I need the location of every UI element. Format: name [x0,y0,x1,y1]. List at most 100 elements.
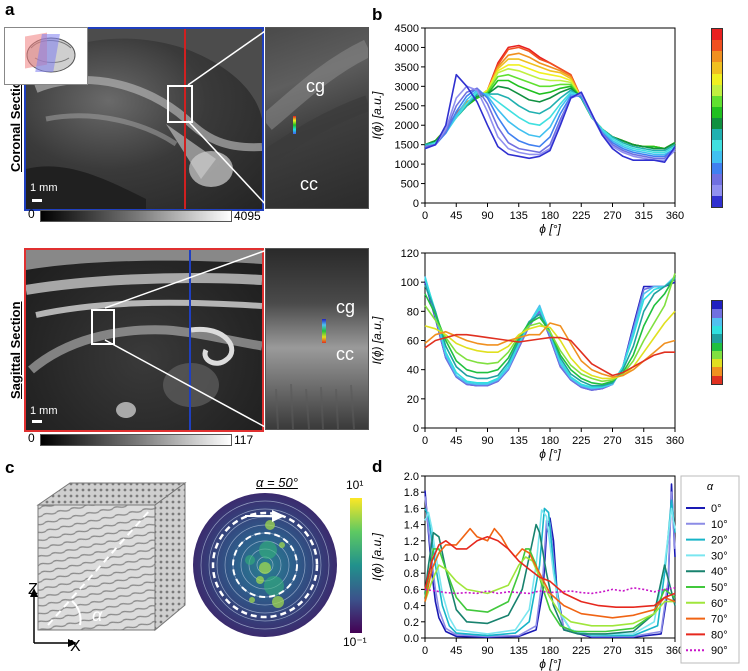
series-line-10 [424,491,676,638]
y-tick-label: 60 [407,336,419,348]
y-tick-label: 2.0 [404,471,419,483]
chart-b-bottom: 0 20 40 60 80 100 120 0 45 90 135 180 225 270 315 360 ϕ … [370,248,684,461]
series-line-s13 [424,87,676,158]
x-tick-label: 0 [422,210,428,222]
coronal-zoom-texture [266,39,368,165]
coronal-colorbar-max: 4095 [234,209,261,223]
y-tick-label: 1000 [395,159,419,171]
y-tick-label: 0.4 [404,601,419,613]
series-line-s3 [424,275,676,390]
polar-colorbar-bottom: 10⁻¹ [343,635,367,649]
x-tick-label: 135 [510,435,528,447]
colorbar-segment [712,151,722,163]
polar-plot [193,493,337,637]
x-tick-label: 225 [572,435,590,447]
series-line-s11 [424,91,676,154]
colorbar-segment [712,84,722,97]
legend-title: α [707,481,714,493]
x-tick-label: 360 [666,435,684,447]
panel-label-c: c [5,458,15,477]
y-tick-label: 0 [413,423,419,435]
x-tick-label: 45 [450,210,462,222]
y-tick-label: 1.2 [404,536,419,548]
legend-label: 50° [711,582,728,594]
plot-frame [424,27,676,204]
panel-label-d: d [372,457,383,476]
x-tick-label: 315 [635,645,653,657]
y-tick-label: 1.4 [404,520,419,532]
colorbar-segment [712,129,722,141]
colorbar-segment [712,106,722,119]
sagittal-zoom-label-cc: cc [336,344,354,364]
brain-inset-drawing [25,32,76,73]
y-tick-label: 0.6 [404,584,419,596]
colorbar-segment [712,350,722,360]
polar-title: α = 50° [256,475,298,490]
y-axis-label: I(ϕ) [a.u.] [370,532,384,581]
fiber-cube [36,482,187,632]
y-tick-label: 0 [413,198,419,210]
x-axis-label: ϕ [°] [539,222,561,236]
colorbar-segment [712,95,722,108]
x-tick-label: 180 [541,435,559,447]
coronal-section-label: Coronal Section [8,72,23,172]
y-tick-label: 4000 [395,42,419,54]
x-axis-label: ϕ [°] [539,447,561,461]
chart-d: 0.0 0.2 0.4 0.6 0.8 1.0 1.2 1.4 1.6 1.8 2.0 0 45 90 13… [370,471,740,671]
colorbar-segment [712,375,722,385]
legend-label: 90° [711,645,728,657]
series-line-s16 [424,73,676,163]
legend-label: 70° [711,614,728,626]
series-line-20 [424,499,676,637]
chart-b-top: 0 500 1000 1500 2000 2500 3000 3500 4000 4500 0 45 9… [370,23,684,236]
coronal-zoom-micrograph: cg cc [265,27,369,209]
panel-label-a: a [5,0,15,19]
sagittal-roi-box [91,309,115,345]
sagittal-colorbar [40,434,232,446]
x-tick-label: 270 [603,435,621,447]
coronal-red-cutline [184,29,186,209]
legend-label: 20° [711,535,728,547]
x-axis-label: ϕ [°] [539,657,561,671]
coronal-roi-box [167,85,193,123]
series-line-s7 [424,273,676,383]
y-tick-label: 0.2 [404,617,419,629]
x-tick-label: 45 [450,645,462,657]
coronal-zoom-label-cg: cg [306,76,326,96]
x-tick-label: 135 [510,645,528,657]
x-tick-label: 90 [481,435,493,447]
legend-label: 10° [711,519,728,531]
sagittal-rainbow-marker [322,319,326,343]
x-tick-label: 225 [572,645,590,657]
x-tick-label: 90 [481,210,493,222]
colorbar-segment [712,317,722,327]
legend-label: 80° [711,629,728,641]
series-line-80 [424,536,676,608]
x-tick-label: 0 [422,435,428,447]
plot-frame [424,252,676,429]
x-tick-label: 225 [572,210,590,222]
axis-z-label: Z [28,581,38,598]
sagittal-blue-cutline [189,250,191,430]
legend-label: 0° [711,503,722,515]
coronal-colorbar [40,210,232,222]
polar-colorbar [350,498,362,633]
series-line-s10 [424,89,676,152]
y-tick-label: 2500 [395,101,419,113]
colorbar-segment [712,342,722,351]
colorbar-segment [712,325,722,335]
colorbar-segment [712,140,722,152]
x-tick-label: 135 [510,210,528,222]
y-tick-label: 0.0 [404,633,419,645]
polar-colorbar-top: 10¹ [346,478,364,492]
colorbar-segment [712,173,722,186]
series-line-s12 [424,89,676,156]
alpha-angle-label: α [92,605,103,625]
sagittal-tissue-shapes [26,250,262,418]
colorbar-segment [712,184,722,197]
sagittal-micrograph: 1 mm [24,248,264,432]
y-tick-label: 1500 [395,140,419,152]
y-tick-label: 500 [401,179,419,191]
x-tick-label: 90 [481,645,493,657]
x-tick-label: 315 [635,210,653,222]
